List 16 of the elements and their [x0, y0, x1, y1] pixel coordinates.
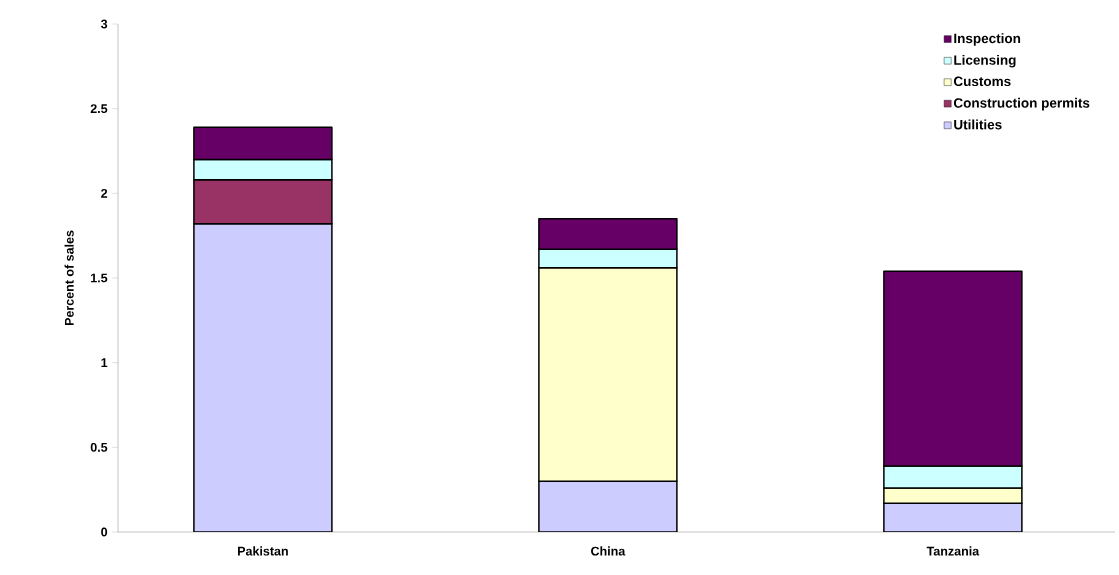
y-tick-label: 1.5: [91, 273, 108, 283]
legend-label: Licensing: [954, 54, 1016, 68]
x-tick-label: Pakistan: [238, 546, 288, 556]
x-tick-label: China: [591, 546, 626, 556]
y-axis-title: Percent of sales: [64, 230, 74, 326]
legend-label: Construction permits: [953, 97, 1090, 111]
legend-label: Utilities: [954, 119, 1002, 130]
x-tick-label: Tanzania: [926, 546, 980, 556]
y-tick-label: 1: [101, 358, 108, 367]
legend-label: Inspection: [954, 33, 1021, 46]
legend-label: Customs: [953, 76, 1011, 87]
y-tick-label: 3: [100, 19, 108, 29]
y-tick-label: 2.5: [90, 104, 108, 114]
y-tick-label: 0: [101, 527, 108, 537]
y-tick-label: 2: [101, 188, 108, 198]
y-tick-label: 0.5: [90, 442, 108, 452]
